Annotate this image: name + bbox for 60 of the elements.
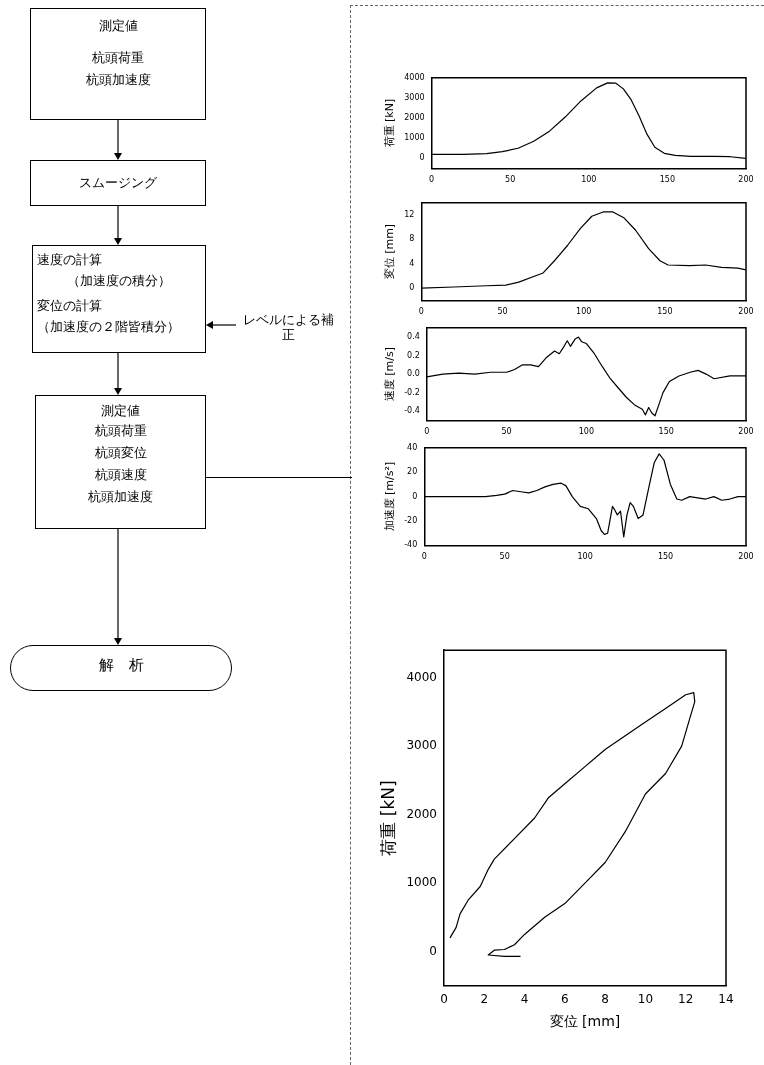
x-tick-label: 150	[659, 175, 676, 185]
x-tick-label: 0	[440, 992, 448, 1007]
y-tick-label: -40	[404, 540, 418, 550]
y-tick-label: 2000	[404, 113, 425, 123]
x-tick-label: 14	[718, 992, 734, 1007]
x-tick-label: 12	[678, 992, 694, 1007]
y-tick-label: 4000	[406, 669, 437, 684]
process-box: 測定値 杭頭荷重 杭頭変位 杭頭速度 杭頭加速度	[35, 395, 206, 529]
process-box: 速度の計算 （加速度の積分） 変位の計算 （加速度の２階皆積分）	[32, 245, 206, 353]
y-axis-title: 加速度 [m/s²]	[383, 461, 397, 532]
y-tick-label: 0.4	[407, 332, 420, 342]
y-tick-label: 40	[407, 442, 418, 452]
y-tick-label: -20	[404, 516, 418, 526]
x-tick-label: 150	[657, 552, 674, 562]
x-tick-label: 100	[581, 175, 597, 185]
process-box: スムージング	[30, 160, 206, 206]
y-tick-label: 3000	[404, 93, 425, 103]
x-tick-label: 8	[601, 992, 609, 1007]
y-tick-label: 20	[407, 467, 418, 477]
text: レベルによる補正	[241, 312, 335, 342]
x-tick-label: 4	[520, 992, 529, 1007]
y-axis-title: 速度 [m/s]	[383, 346, 397, 402]
process-box: 測定値 杭頭荷重 杭頭加速度	[30, 8, 206, 120]
x-axis-title: 変位 [mm]	[549, 1013, 621, 1030]
y-tick-label: -0.4	[404, 406, 420, 416]
y-tick-label: 0.0	[407, 369, 420, 379]
y-axis-title: 変位 [mm]	[383, 223, 397, 280]
x-tick-label: 6	[561, 992, 569, 1007]
y-tick-label: 12	[404, 210, 415, 220]
y-tick-label: 0	[409, 283, 415, 293]
x-tick-label: 100	[577, 552, 593, 562]
x-tick-label: 50	[501, 427, 512, 437]
y-tick-label: 0.2	[407, 350, 420, 360]
x-tick-label: 10	[637, 992, 654, 1007]
x-tick-label: 50	[499, 552, 510, 562]
terminal-box: 解 析	[10, 645, 232, 691]
y-tick-label: 3000	[406, 738, 437, 753]
y-tick-label: 8	[409, 234, 415, 244]
y-axis-title: 荷重 [kN]	[377, 780, 398, 856]
y-tick-label: 0	[412, 491, 418, 501]
x-tick-label: 2	[480, 992, 489, 1007]
y-tick-label: -0.2	[404, 387, 420, 397]
y-axis-title: 荷重 [kN]	[383, 98, 397, 148]
x-tick-label: 200	[738, 175, 754, 185]
x-tick-label: 200	[738, 552, 754, 562]
y-tick-label: 4	[409, 258, 415, 268]
y-tick-label: 1000	[404, 133, 425, 143]
y-tick-label: 2000	[406, 806, 437, 821]
y-tick-label: 0	[419, 153, 425, 163]
x-tick-label: 50	[505, 175, 516, 185]
x-tick-label: 150	[657, 307, 673, 317]
y-tick-label: 1000	[406, 875, 437, 890]
y-tick-label: 4000	[404, 72, 425, 82]
x-tick-label: 50	[497, 307, 508, 317]
x-tick-label: 200	[738, 307, 754, 317]
x-tick-label: 200	[738, 427, 754, 437]
x-tick-label: 100	[578, 427, 595, 437]
x-tick-label: 100	[576, 307, 592, 317]
x-tick-label: 150	[658, 427, 674, 437]
y-tick-label: 0	[429, 943, 437, 958]
